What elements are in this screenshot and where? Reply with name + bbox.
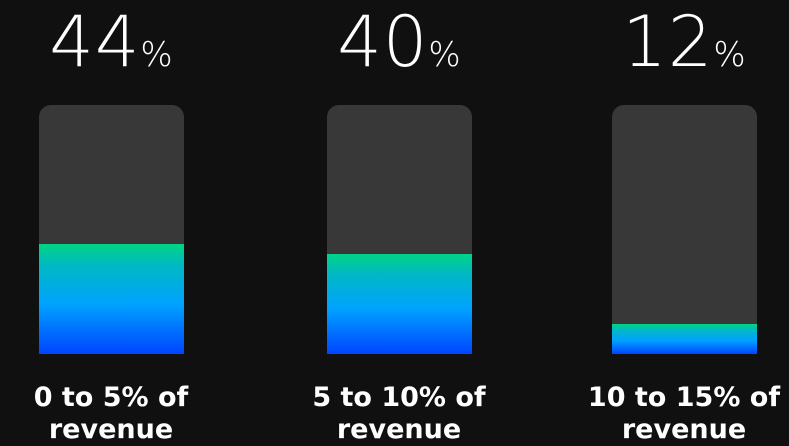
value-label: 44% [1,2,221,101]
category-label: 10 to 15% of revenue [574,382,789,446]
category-label-line: revenue [621,414,747,445]
bar-track [39,105,184,354]
category-label: 0 to 5% of revenue [1,382,221,446]
category-label-line: revenue [336,414,462,445]
bar-fill [327,254,472,354]
category-label-line: revenue [48,414,174,445]
category-label-line: 5 to 10% of [312,382,486,413]
value-label: 12% [574,2,789,101]
value-number: 12 [622,1,714,83]
bar-track [327,105,472,354]
value-number: 44 [49,1,141,83]
value-label: 40% [289,2,509,101]
value-unit: % [140,35,173,75]
bar-fill [612,324,757,354]
bar-column: 12% 10 to 15% of revenue [574,0,789,446]
category-label: 5 to 10% of revenue [289,382,509,446]
value-number: 40 [337,1,429,83]
bar-fill [39,244,184,354]
category-label-line: 0 to 5% of [33,382,189,413]
value-unit: % [713,35,746,75]
value-unit: % [428,35,461,75]
category-label-line: 10 to 15% of [587,382,781,413]
bar-column: 44% 0 to 5% of revenue [1,0,221,446]
bar-track [612,105,757,354]
bar-column: 40% 5 to 10% of revenue [289,0,509,446]
